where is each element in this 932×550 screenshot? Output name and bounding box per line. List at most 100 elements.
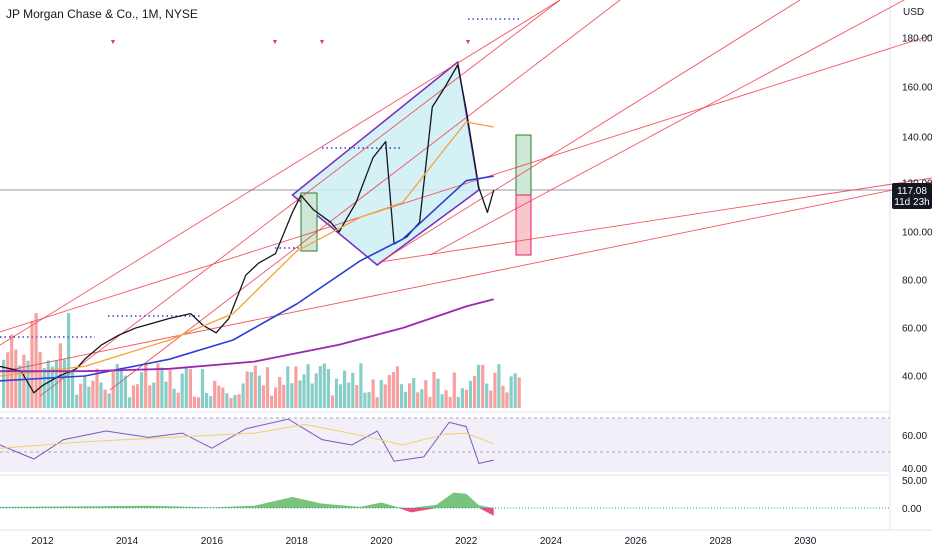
volume-bar [196, 397, 201, 408]
volume-bar [355, 385, 359, 408]
trend-line [379, 177, 932, 263]
series-line-sma_purple [0, 298, 494, 373]
volume-bar [30, 321, 34, 408]
currency-label: USD [903, 7, 924, 18]
volume-bar [481, 364, 485, 408]
volume-bar [452, 372, 456, 408]
trend-line [0, 181, 932, 373]
volume-bar [375, 397, 379, 408]
volume-bar [127, 397, 132, 408]
volume-bar [188, 368, 192, 408]
volume-bar [140, 372, 144, 408]
volume-bar [460, 388, 464, 408]
volume-bar [91, 380, 95, 408]
volume-bar [468, 380, 473, 408]
markers-layer: ▼ ▼ ▼ ▼ [110, 39, 472, 46]
rsi-tick-label: 40.00 [902, 464, 927, 475]
volume-bar [436, 378, 440, 408]
volume-bar [448, 396, 452, 408]
volume-bar [221, 387, 225, 408]
y-tick-label: 40.00 [902, 372, 927, 383]
price-badge-value: 117.08 [897, 186, 927, 197]
volume-bar [497, 364, 501, 408]
volume-bar [322, 363, 326, 408]
volume-bar [412, 378, 416, 408]
volume-bar [359, 363, 363, 408]
volume-bar [34, 313, 38, 408]
volume-bar [184, 367, 188, 408]
volume-bar [103, 389, 107, 408]
volume-bar [314, 373, 318, 408]
volume-bar [517, 377, 521, 408]
volume-bar [343, 370, 347, 408]
volume-bar [115, 364, 119, 408]
volume-bar [176, 392, 180, 408]
volume-bar [416, 392, 420, 408]
volume-bar [379, 380, 383, 408]
green-box-2018 [300, 192, 318, 252]
volume-bar [22, 354, 26, 408]
volume-bar [172, 388, 176, 408]
volume-bar [261, 385, 265, 408]
volume-bar [302, 374, 306, 408]
volume-bar [395, 366, 399, 408]
price-badge-countdown: 11d 23h [894, 197, 929, 208]
volume-bar [119, 367, 123, 408]
volume-bar [213, 380, 217, 408]
volume-bar [257, 375, 261, 408]
volume-bar [383, 384, 387, 408]
volume-bar [87, 386, 91, 408]
down-marker: ▼ [465, 39, 472, 46]
x-tick-label: 2020 [370, 536, 393, 547]
volume-bar [339, 384, 343, 408]
volume-bar [326, 369, 330, 408]
volume-bar [192, 396, 196, 408]
volume-bar [428, 397, 432, 408]
volume-bar [424, 380, 428, 408]
volume-bar [444, 390, 448, 408]
volume-bar [403, 391, 408, 408]
volume-bar [391, 372, 395, 408]
x-tick-label: 2030 [794, 536, 817, 547]
volume-bar [249, 372, 253, 408]
volume-bar [505, 392, 509, 408]
volume-bar [148, 385, 152, 408]
volume-bar [294, 366, 298, 408]
volume-bar [95, 368, 99, 408]
volume-bar [233, 395, 237, 408]
volume-bar [245, 371, 249, 408]
down-marker: ▼ [110, 39, 117, 46]
y-tick-label: 140.00 [902, 133, 932, 144]
y-tick-label: 180.00 [902, 34, 932, 45]
volume-bar [42, 368, 46, 408]
volume-bar [62, 359, 67, 408]
volume-bar [241, 383, 245, 408]
volume-bar [46, 360, 50, 408]
volume-bar [237, 394, 241, 408]
volume-bar [26, 360, 30, 408]
x-tick-label: 2028 [709, 536, 732, 547]
x-tick-label: 2024 [540, 536, 563, 547]
trend-line [0, 0, 561, 346]
volume-bar [432, 372, 436, 408]
volume-bar [485, 383, 489, 408]
rsi-band [0, 418, 890, 472]
series-line-ema [0, 121, 494, 377]
volume-bar [270, 395, 274, 408]
volume-bar [473, 376, 477, 408]
volume-bar [152, 382, 156, 408]
volume-bar [330, 395, 335, 408]
volume-bar [278, 377, 282, 408]
trend-line [0, 34, 932, 333]
volume-bar [489, 390, 493, 408]
x-tick-label: 2012 [31, 536, 54, 547]
volume-bar [83, 375, 87, 408]
volume-bar [225, 393, 229, 408]
down-marker: ▼ [319, 39, 326, 46]
x-tick-label: 2022 [455, 536, 478, 547]
volume-bar [387, 375, 391, 408]
trend-line [429, 0, 906, 256]
y-tick-label: 100.00 [902, 228, 932, 239]
